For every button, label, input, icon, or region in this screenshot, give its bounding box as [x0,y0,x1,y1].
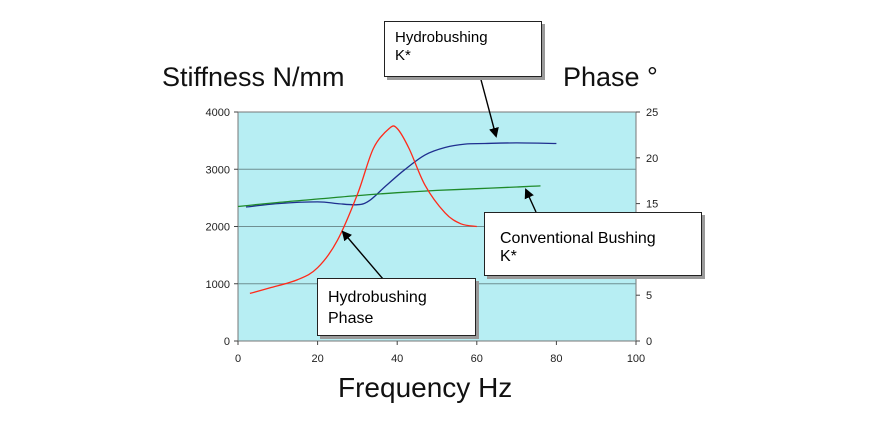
hydro-k-arrow [479,75,499,138]
left-tick-label: 3000 [206,164,230,176]
callout-hydrobushing-phase: Hydrobushing Phase [317,278,476,336]
x-axis-title: Frequency Hz [338,372,513,403]
series-lines [237,125,557,295]
left-axis: 0 1000 2000 3000 4000 [206,107,238,348]
left-axis-title: Stiffness N/mm [162,62,345,92]
x-axis: 0 20 40 60 80 100 [235,341,645,365]
series-conventional-bushing-k [237,185,541,208]
x-tick-label: 100 [627,353,645,365]
right-axis-title: Phase ° [563,62,658,92]
right-tick-label: 20 [646,153,658,165]
right-tick-label: 0 [646,336,652,348]
x-tick-label: 0 [235,353,241,365]
conventional-arrow [524,188,537,213]
x-tick-label: 20 [311,353,323,365]
callout-arrows [341,75,537,280]
right-tick-label: 15 [646,199,658,211]
left-tick-label: 1000 [206,279,230,291]
callout-conventional-bushing: Conventional Bushing K* [484,212,702,276]
left-tick-label: 0 [224,336,230,348]
series-hydrobushing-phase [249,125,477,295]
left-tick-label: 2000 [206,222,230,234]
left-tick-label: 4000 [206,107,230,119]
callout-hydrobushing-k: Hydrobushing K* [384,21,542,77]
right-tick-label: 25 [646,107,658,119]
x-tick-label: 60 [471,353,483,365]
series-hydrobushing-k [245,142,557,208]
hydro-phase-arrow [341,230,384,280]
x-tick-label: 40 [391,353,403,365]
right-tick-label: 5 [646,290,652,302]
x-tick-label: 80 [550,353,562,365]
